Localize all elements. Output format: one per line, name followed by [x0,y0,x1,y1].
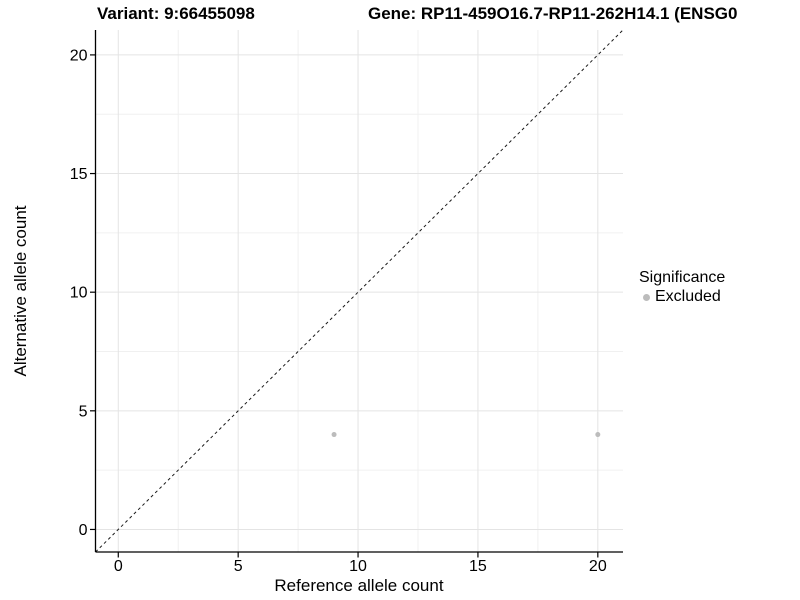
x-tick-label: 10 [349,558,367,575]
y-tick-label: 0 [79,522,88,539]
excluded-point-icon [642,293,650,301]
data-point [595,432,601,438]
x-tick-label: 20 [589,558,607,575]
y-tick-label: 15 [70,166,88,183]
legend-title: Significance [639,269,726,286]
gene-title: Gene: RP11-459O16.7-RP11-262H14.1 (ENSG0 [368,4,738,23]
y-tick-label: 10 [70,285,88,302]
legend: Significance Excluded [639,269,725,306]
data-point [331,432,337,438]
y-tick-label: 20 [70,47,88,64]
x-tick-label: 15 [469,558,487,575]
legend-item-label: Excluded [655,288,721,305]
x-tick-label: 5 [234,558,243,575]
y-axis-title: Alternative allele count [11,205,30,377]
x-tick-label: 0 [114,558,123,575]
identity-line [95,29,624,553]
legend-item-excluded: Excluded [639,288,725,306]
y-tick-label: 5 [79,403,88,420]
variant-title: Variant: 9:66455098 [97,4,255,23]
x-axis-title: Reference allele count [274,576,444,595]
legend-key [639,293,653,301]
